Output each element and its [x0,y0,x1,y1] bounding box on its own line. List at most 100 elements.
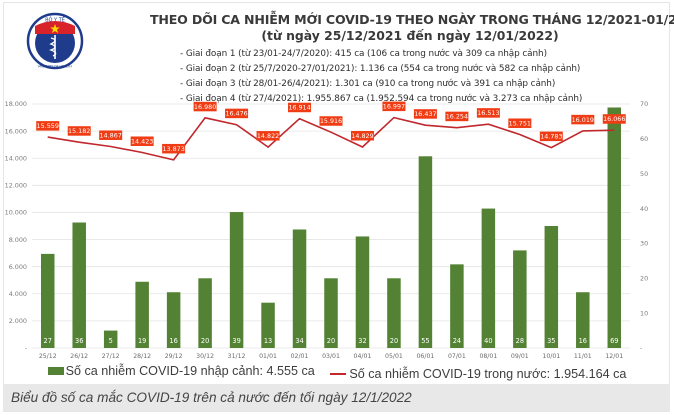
line-data-label: 16.437 [414,110,436,118]
chart-title: THEO DÕI CA NHIỄM MỚI COVID-19 THEO NGÀY… [150,12,674,27]
bar-imported-07/01 [450,264,464,348]
left-axis-tick-label: 2.000 [9,317,27,325]
bar-data-label: 34 [295,337,303,345]
bar-imported-11/01 [576,292,590,348]
bar-imported-12/01 [607,107,622,348]
bar-data-label: 20 [201,337,209,345]
x-axis-tick-label: 05/01 [385,353,403,360]
x-axis-tick-label: 12/01 [605,353,623,360]
x-axis-tick-label: 10/01 [542,353,560,360]
line-label-box [319,116,343,126]
line-label-box [288,102,312,113]
line-label-box [225,108,249,119]
bar-imported-04/01 [355,236,370,348]
bar-data-label: 55 [421,337,429,345]
line-label-box [476,108,500,118]
legend-item-imported: Số ca nhiễm COVID-19 nhập cảnh: 4.555 ca [47,364,315,378]
right-axis-tick-label: 60 [640,135,648,143]
left-axis-tick-label: 14.000 [5,154,27,162]
chart-subtitle: (từ ngày 25/12/2021 đến ngày 12/01/2022) [261,28,559,43]
right-axis-tick-label: 70 [640,100,648,108]
legend-bar-label: Số ca nhiễm COVID-19 nhập cảnh: 4.555 ca [65,364,315,378]
bar-data-label: 13 [264,337,272,345]
bar-data-label: 16 [169,337,177,345]
x-axis-tick-label: 03/01 [322,353,340,360]
bar-series: 27 36 5 19 16 20 39 13 34 20 32 20 55 24 40 28 35 16 69 [40,107,622,348]
legend-item-domestic: Số ca nhiễm COVID-19 trong nước: 1.954.1… [330,367,626,381]
line-data-label: 14.822 [257,132,279,140]
bar-data-label: 35 [547,337,555,345]
x-axis-tick-label: 30/12 [196,353,214,360]
bar-data-label: 32 [358,337,366,345]
left-axis-tick-label: 10.000 [5,209,27,217]
logo-bottom-text: MINISTRY OF HEALTH [38,65,72,69]
line-label-box [256,131,280,141]
line-data-label: 14.829 [351,132,373,140]
line-label-box [350,130,374,141]
logo-top-text: BỘ Y TẾ [45,16,66,24]
phase-summary: - Giai đoạn 1 (từ 23/01-24/7/2020): 415 … [180,47,582,107]
left-axis-tick-label: 12.000 [5,182,27,190]
x-axis-tick-label: 26/12 [70,353,88,360]
line-data-label: 16.513 [477,109,499,117]
bar-data-label: 28 [516,337,524,345]
line-data-label: 16.476 [225,110,247,118]
line-data-label: 14.423 [131,137,153,145]
line-label-box [539,131,563,142]
line-data-label: 16.914 [288,104,310,112]
bar-data-label: 19 [138,337,146,345]
line-data-label: 16.980 [194,103,216,111]
phase-1-text: - Giai đoạn 1 (từ 23/01-24/7/2020): 415 … [180,49,547,59]
x-axis-tick-label: 09/01 [511,353,529,360]
bar-data-label: 20 [390,337,398,345]
line-data-label: 15.916 [320,117,342,125]
bar-data-label: 39 [232,337,240,345]
x-axis-tick-label: 08/01 [479,353,497,360]
line-label-box [445,111,469,122]
line-data-label: 15.182 [68,127,90,135]
left-axis: - 2.000 4.000 6.000 8.000 10.000 12.000 14.000 1… [5,100,27,352]
line-label-box [130,136,154,146]
covid-cases-chart: - 2.000 4.000 6.000 8.000 10.000 12.000 14.000 1… [5,100,649,360]
chart-legend: Số ca nhiễm COVID-19 nhập cảnh: 4.555 ca… [0,364,674,381]
legend-bar-swatch [47,367,64,375]
x-axis-tick-label: 11/01 [574,353,592,360]
right-axis: - 10 20 30 40 50 60 70 [640,100,648,352]
left-axis-tick-label: - [25,344,27,352]
line-label-box [99,130,123,140]
x-axis-tick-label: 07/01 [448,353,466,360]
bar-data-label: 36 [75,337,83,345]
line-series: 15.559 15.182 14.867 14.423 13.873 16.980 16.4… [36,101,626,161]
line-data-label: 16.019 [572,116,594,124]
bar-imported-03/01 [324,278,338,348]
phase-4-text: - Giai đoạn 4 (từ 27/4/2021): 1.955.867 … [180,94,583,104]
right-axis-tick-label: 50 [640,170,648,178]
x-axis-tick-label: 06/01 [416,353,434,360]
bar-imported-27/12 [103,330,118,348]
line-label-box [67,126,91,136]
line-data-label: 14.783 [540,133,562,141]
right-axis-tick-label: 40 [640,205,648,213]
bar-imported-25/12 [40,253,55,348]
x-axis-tick-label: 01/01 [259,353,277,360]
line-data-label: 14.867 [99,131,121,139]
bar-imported-08/01 [481,208,496,348]
bar-data-label: 40 [484,337,492,345]
line-data-label: 13.873 [162,145,184,153]
image-caption: Biểu đồ số ca mắc COVID-19 trên cả nước … [3,384,670,411]
bar-imported-06/01 [418,156,433,348]
right-axis-tick-label: 10 [640,309,648,317]
bar-imported-26/12 [72,222,86,348]
line-label-box [162,143,186,154]
bar-imported-28/12 [135,281,149,348]
ministry-of-health-logo-icon: BỘ Y TẾ MINISTRY OF HEALTH [26,12,84,70]
x-axis-tick-label: 02/01 [291,353,309,360]
legend-line-label: Số ca nhiễm COVID-19 trong nước: 1.954.1… [349,367,627,381]
line-label-box [602,114,626,124]
line-data-label: 15.751 [509,119,531,127]
line-data-label: 16.254 [446,113,468,121]
bar-data-label: 69 [610,337,618,345]
line-data-label: 15.559 [37,122,59,130]
line-data-label: 16.997 [383,103,405,111]
left-axis-tick-label: 16.000 [5,127,27,135]
